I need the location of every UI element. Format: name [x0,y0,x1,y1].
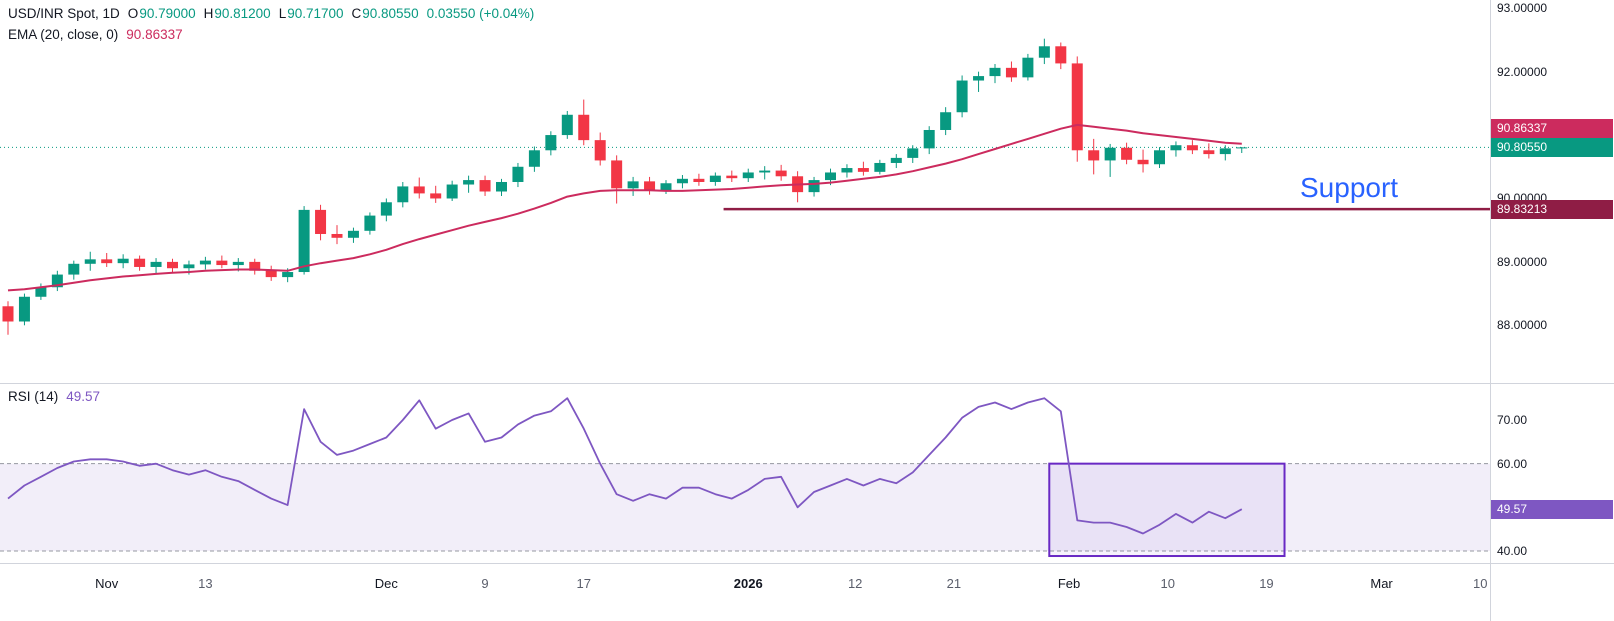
rsi-highlight-box[interactable] [1048,462,1286,558]
support-price-badge: 89.83213 [1491,199,1613,219]
support-annotation[interactable]: Support [1300,172,1399,203]
rsi-value: 49.57 [66,389,101,404]
rsi-value-badge: 49.57 [1491,499,1613,519]
change-value: 0.03550 (+0.04%) [426,6,535,21]
ohlc-close: C 90.80550 [351,6,419,21]
ohlc-low: L 90.71700 [278,6,344,21]
rsi-line [7,397,1243,535]
symbol-legend[interactable]: USD/INR Spot, 1D O 90.79000 H 90.81200 L 90… [8,6,534,21]
symbol-title: USD/INR Spot, 1D [8,6,120,21]
ema-line [7,123,1242,292]
candles-series [2,38,1248,335]
ema-price-badge: 90.86337 [1491,118,1613,138]
ohlc-high: H 90.81200 [203,6,271,21]
last-price-badge: 90.80550 [1491,137,1613,157]
ema-legend[interactable]: EMA (20, close, 0) 90.86337 [8,27,183,42]
ohlc-open: O 90.79000 [127,6,196,21]
rsi-label: RSI (14) [8,389,59,404]
ema-value: 90.86337 [126,27,183,42]
ema-label: EMA (20, close, 0) [8,27,119,42]
rsi-band [0,463,1490,551]
rsi-legend[interactable]: RSI (14) 49.57 [8,389,100,404]
